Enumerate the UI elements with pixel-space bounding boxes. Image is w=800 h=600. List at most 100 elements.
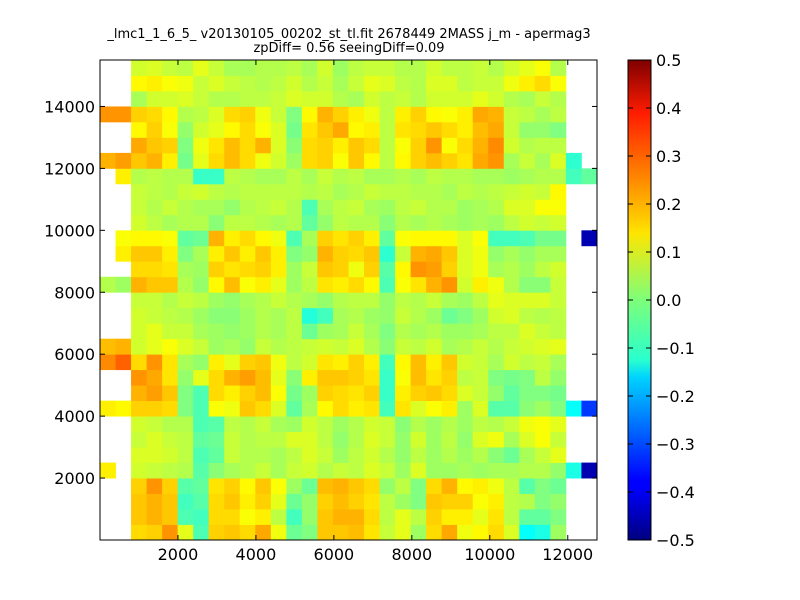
heatmap-cell — [131, 183, 147, 200]
heatmap-cell — [364, 183, 380, 200]
heatmap-cell — [519, 214, 536, 231]
heatmap-cell — [193, 276, 210, 293]
heatmap-cell — [239, 478, 256, 494]
heatmap-cell — [208, 90, 225, 107]
heatmap-cell — [457, 307, 474, 324]
heatmap-cell — [162, 307, 179, 324]
y-tick-label: 14000 — [44, 97, 95, 116]
heatmap-cell — [239, 509, 256, 525]
chart-title-line-2: zpDiff= 0.56 seeingDiff=0.09 — [253, 41, 444, 56]
heatmap-cell — [239, 276, 256, 293]
heatmap-cell — [503, 509, 520, 525]
heatmap-cell — [224, 75, 241, 92]
heatmap-cell — [410, 60, 427, 76]
heatmap-cell — [379, 509, 396, 525]
heatmap-cell — [255, 245, 272, 262]
heatmap-cell — [395, 416, 411, 433]
heatmap-cell — [177, 168, 194, 185]
heatmap-cell — [131, 354, 147, 371]
heatmap-cell — [255, 338, 272, 355]
heatmap-cell — [317, 524, 334, 541]
heatmap-cell — [270, 478, 287, 494]
heatmap-cell — [534, 338, 551, 355]
y-axis-ticks: 2000 4000 6000 8000 10000 12000 14000 — [44, 97, 597, 488]
heatmap-cell — [519, 168, 536, 185]
heatmap-cell — [395, 137, 411, 154]
heatmap-cell — [193, 245, 210, 262]
heatmap-cell — [332, 75, 349, 92]
heatmap-cell — [100, 462, 116, 479]
heatmap-cell — [426, 106, 443, 123]
heatmap-cell — [426, 245, 443, 262]
heatmap-cell — [534, 431, 551, 448]
heatmap-cell — [348, 214, 365, 231]
heatmap-cell — [332, 245, 349, 262]
heatmap-cell — [146, 493, 163, 510]
heatmap-cell — [239, 493, 256, 510]
heatmap-cell — [426, 152, 443, 169]
heatmap-cell — [426, 137, 443, 154]
heatmap-cell — [503, 230, 520, 247]
heatmap-cell — [317, 493, 334, 510]
heatmap-cell — [457, 106, 474, 123]
heatmap-cell — [503, 199, 520, 216]
heatmap-cell — [503, 385, 520, 402]
heatmap-cell — [534, 369, 551, 386]
heatmap-cell — [410, 168, 427, 185]
heatmap-cell — [441, 183, 458, 200]
heatmap-cell — [286, 400, 303, 417]
heatmap-cell — [301, 509, 318, 525]
heatmap-cell — [379, 261, 396, 278]
heatmap-cell — [177, 478, 194, 494]
heatmap-cell — [255, 214, 272, 231]
heatmap-cell — [131, 323, 147, 340]
heatmap-cell — [301, 168, 318, 185]
heatmap-cell — [286, 307, 303, 324]
heatmap-cell — [457, 230, 474, 247]
heatmap-cell — [332, 60, 349, 76]
heatmap-cell — [332, 307, 349, 324]
heatmap-cell — [317, 447, 334, 463]
heatmap-cell — [441, 493, 458, 510]
heatmap-cell — [457, 416, 474, 433]
heatmap-cell — [364, 524, 380, 541]
heatmap-cell — [115, 230, 132, 247]
heatmap-cell — [332, 338, 349, 355]
heatmap-cell — [286, 214, 303, 231]
heatmap-cell — [441, 385, 458, 402]
heatmap-cell — [441, 152, 458, 169]
heatmap-cell — [472, 338, 489, 355]
heatmap-cell — [410, 369, 427, 386]
heatmap-cell — [177, 106, 194, 123]
heatmap-cell — [410, 199, 427, 216]
heatmap-cell — [224, 292, 241, 309]
heatmap-cell — [208, 261, 225, 278]
heatmap-cell — [488, 493, 505, 510]
y-tick-label: 6000 — [54, 345, 95, 364]
heatmap-cell — [177, 199, 194, 216]
heatmap-cell — [162, 60, 179, 76]
heatmap-cell — [472, 292, 489, 309]
heatmap-cell — [193, 478, 210, 494]
heatmap-cell — [286, 478, 303, 494]
heatmap-cell — [410, 75, 427, 92]
heatmap-cell — [332, 400, 349, 417]
heatmap-cell — [348, 245, 365, 262]
heatmap-cell — [332, 137, 349, 154]
heatmap-cell — [488, 276, 505, 293]
heatmap-cell — [146, 447, 163, 463]
heatmap-cell — [193, 400, 210, 417]
heatmap-cell — [379, 152, 396, 169]
colorbar-tick-label: 0.0 — [656, 291, 681, 310]
heatmap-cell — [410, 462, 427, 479]
heatmap-cell — [457, 276, 474, 293]
heatmap-cell — [364, 478, 380, 494]
heatmap-cell — [193, 462, 210, 479]
heatmap-cell — [208, 416, 225, 433]
heatmap-cell — [193, 338, 210, 355]
heatmap-cell — [503, 261, 520, 278]
heatmap-cell — [364, 493, 380, 510]
heatmap-cell — [472, 416, 489, 433]
heatmap-plot: 2000 4000 6000 8000 10000 12000 2000 4000 6000 8… — [44, 59, 598, 564]
heatmap-cell — [270, 462, 287, 479]
